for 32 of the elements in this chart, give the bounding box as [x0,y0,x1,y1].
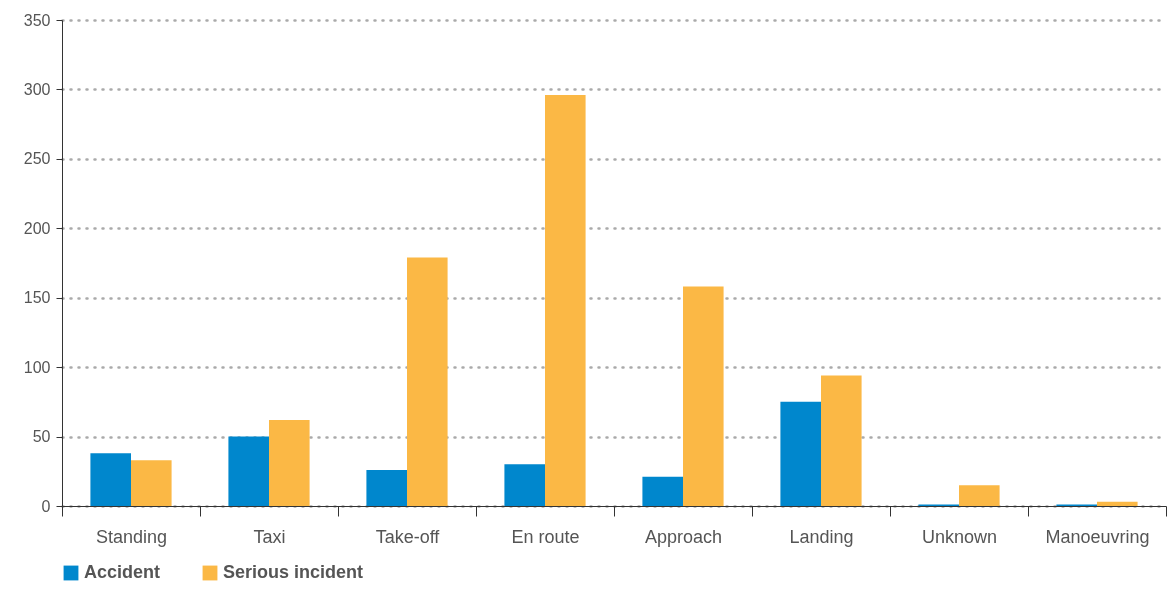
x-tick-label: Take-off [375,526,441,547]
legend-label: Serious incident [223,562,364,582]
bar [959,485,1000,506]
x-tick-label: Approach [644,526,723,547]
bar [131,460,172,506]
x-tick-label: Standing [95,526,168,547]
y-tick-label: 150 [23,289,51,307]
bar [1097,501,1138,506]
bar [228,436,269,506]
x-tick-label: Unknown [921,526,998,547]
bar [821,375,862,506]
bar [545,94,586,506]
legend-label: Accident [84,562,161,582]
bar [366,469,407,506]
y-tick-label: 0 [41,497,51,515]
bar [683,286,724,506]
bar [90,453,131,506]
y-tick-label: 50 [32,428,51,446]
y-tick-label: 250 [23,150,51,168]
y-tick-label: 200 [23,219,51,237]
bar [642,476,683,506]
x-tick-label: Landing [789,526,854,547]
x-tick-label: Manoeuvring [1045,526,1150,547]
y-tick-label: 350 [23,11,51,29]
bar [269,419,310,506]
x-tick-label: Taxi [253,526,286,547]
bar [780,401,821,506]
x-tick-label: En route [511,526,580,547]
y-tick-label: 100 [23,358,51,376]
bar [407,257,448,506]
y-tick-label: 300 [23,80,51,98]
bar [504,464,545,506]
